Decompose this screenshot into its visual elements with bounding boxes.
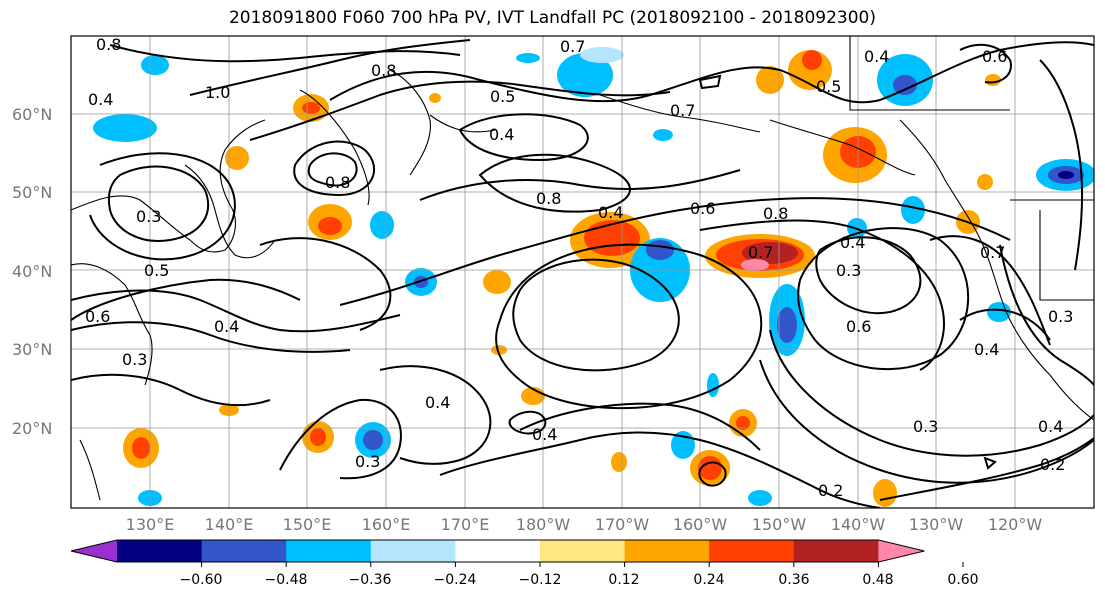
colorbar-tick-label: 0.36 — [778, 572, 809, 588]
map-title: 2018091800 F060 700 hPa PV, IVT Landfall… — [228, 8, 876, 28]
colorbar-tick-label: −0.36 — [349, 572, 392, 588]
colorbar-segment — [624, 540, 710, 562]
colorbar-tick-label: 0.24 — [693, 572, 724, 588]
contour-label: 0.8 — [96, 35, 121, 54]
lat-label: 50°N — [12, 183, 52, 202]
pv-shading — [93, 47, 1094, 507]
contour-label: 0.4 — [489, 125, 514, 144]
lat-labels: 60°N 50°N 40°N 30°N 20°N — [12, 105, 52, 438]
colorbar-segment — [370, 540, 456, 562]
lon-label: 120°W — [988, 515, 1043, 534]
colorbar-extend-high — [878, 540, 925, 562]
contour-label: 0.5 — [144, 261, 169, 280]
contour-label: 0.3 — [1048, 307, 1073, 326]
lon-label: 170°W — [595, 515, 650, 534]
colorbar-segment — [201, 540, 287, 562]
colorbar-tick-label: −0.12 — [519, 572, 562, 588]
contour-label: 0.4 — [214, 317, 239, 336]
colorbar-tick-label: −0.48 — [265, 572, 308, 588]
contour-label: 0.4 — [840, 233, 865, 252]
lon-label: 180°W — [516, 515, 571, 534]
contour-label: 0.7 — [670, 101, 695, 120]
lon-label: 170°E — [441, 515, 490, 534]
lat-label: 20°N — [12, 419, 52, 438]
contour-label: 1.0 — [205, 83, 230, 102]
contour-label: 0.3 — [122, 350, 147, 369]
contour-label: 0.4 — [598, 203, 623, 222]
colorbar-tick-label: 0.48 — [862, 572, 893, 588]
contour-label-group: 0.8 0.7 0.6 0.4 0.5 1.0 0.4 0.8 0.5 0.4 … — [85, 35, 1073, 500]
colorbar-tick-labels: −0.60 −0.48 −0.36 −0.24 −0.12 0.12 0.24 … — [180, 572, 979, 588]
colorbar-segment — [540, 540, 626, 562]
contour-label: 0.6 — [85, 307, 110, 326]
colorbar-segment — [709, 540, 795, 562]
colorbar-tick-label: −0.60 — [180, 572, 223, 588]
colorbar-tick-label: −0.24 — [434, 572, 477, 588]
lon-label: 130°E — [126, 515, 175, 534]
contour-label: 0.5 — [816, 77, 841, 96]
colorbar-segment — [117, 540, 203, 562]
contour-label: 0.4 — [532, 425, 557, 444]
contour-label: 0.3 — [836, 261, 861, 280]
lat-label: 60°N — [12, 105, 52, 124]
lon-label: 130°W — [909, 515, 964, 534]
colorbar-segment — [793, 540, 879, 562]
contour-label: 0.7 — [560, 37, 585, 56]
colorbar-outline — [70, 539, 925, 563]
contour-label: 0.7 — [980, 243, 1005, 262]
lon-labels: 130°E 140°E 150°E 160°E 170°E 180°W 170°… — [126, 515, 1043, 534]
lon-label: 140°W — [831, 515, 886, 534]
colorbar-extend-low — [71, 540, 117, 562]
coastlines — [71, 36, 1094, 501]
colorbar-tick-label: 0.12 — [608, 572, 639, 588]
lon-label: 160°E — [362, 515, 411, 534]
graticule — [71, 36, 1094, 508]
contour-label: 0.2 — [818, 481, 843, 500]
contour-label: 0.3 — [913, 417, 938, 436]
colorbar-tick-label: 0.60 — [947, 572, 978, 588]
contour-label: 0.6 — [690, 199, 715, 218]
contour-label: 0.7 — [748, 243, 773, 262]
contour-label: 0.8 — [371, 61, 396, 80]
map-frame — [70, 35, 1095, 509]
contour-label: 0.4 — [1038, 417, 1063, 436]
contour-lines — [71, 39, 1094, 508]
contour-label: 0.3 — [355, 452, 380, 471]
lon-label: 150°E — [283, 515, 332, 534]
contour-label: 0.5 — [490, 87, 515, 106]
lat-label: 40°N — [12, 262, 52, 281]
contour-label: 0.4 — [974, 340, 999, 359]
contour-label: 0.8 — [763, 204, 788, 223]
contour-label: 0.4 — [425, 393, 450, 412]
lon-label: 140°E — [205, 515, 254, 534]
lon-label: 150°W — [752, 515, 807, 534]
contour-label: 0.8 — [325, 173, 350, 192]
contour-label: 0.4 — [864, 47, 889, 66]
contour-label: 0.2 — [1040, 455, 1065, 474]
colorbar — [70, 539, 964, 567]
map-background — [71, 36, 1094, 508]
contour-label: 0.8 — [536, 189, 561, 208]
colorbar-segment — [455, 540, 541, 562]
contour-label: 0.3 — [136, 207, 161, 226]
contour-label: 0.4 — [88, 90, 113, 109]
lat-label: 30°N — [12, 340, 52, 359]
colorbar-segment — [286, 540, 372, 562]
lon-label: 160°W — [673, 515, 728, 534]
contour-label: 0.6 — [982, 47, 1007, 66]
contour-label: 0.6 — [846, 317, 871, 336]
